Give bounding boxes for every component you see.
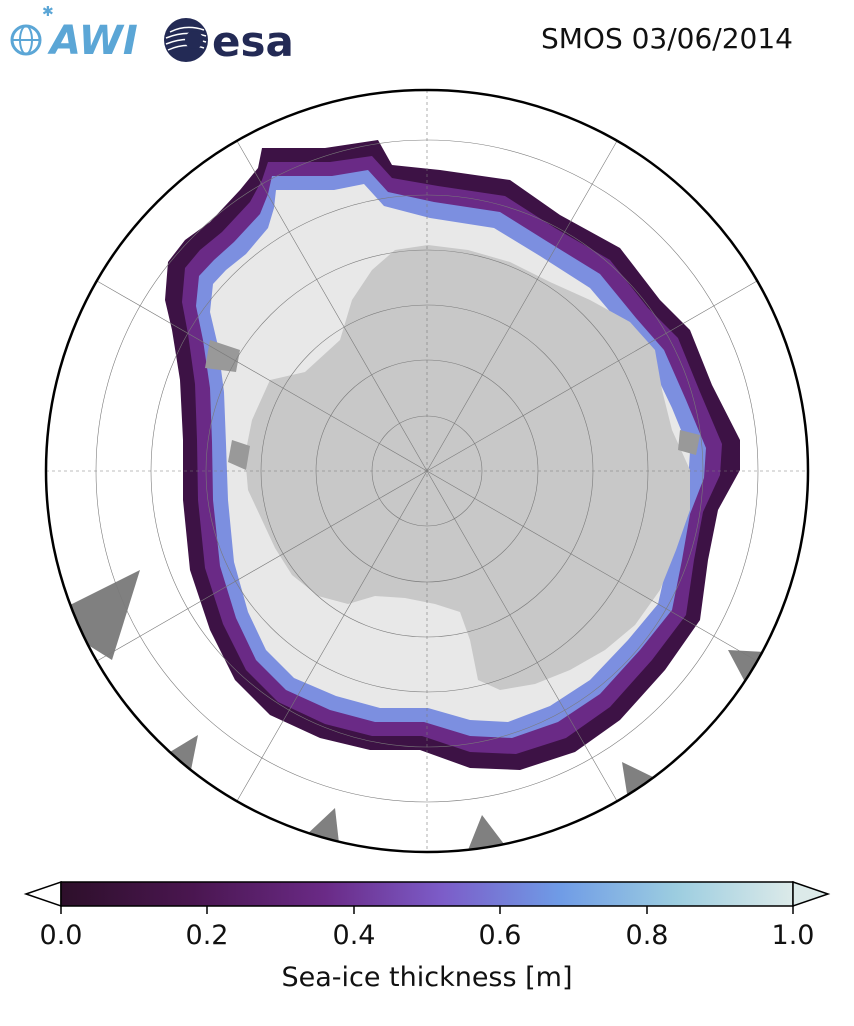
coast-patch: [228, 440, 250, 470]
svg-text:AWI: AWI: [47, 18, 138, 64]
colorbar-tick-label: 0.0: [39, 920, 83, 951]
land-patch: [70, 570, 140, 660]
graticule: [46, 90, 808, 852]
svg-text:esa: esa: [212, 17, 294, 66]
land-patch: [622, 762, 655, 800]
map-title: SMOS 03/06/2014: [540, 22, 793, 55]
coast-patch: [678, 430, 700, 455]
esa-logo: esa: [164, 17, 294, 66]
colorbar-tick-label: 0.4: [332, 920, 376, 951]
colorbar-tick-label: 0.6: [478, 920, 522, 951]
colorbar-tick-label: 1.0: [771, 920, 815, 951]
awi-logo: ✱ AWI: [10, 6, 138, 64]
land-patch: [165, 735, 198, 775]
svg-text:✱: ✱: [42, 6, 54, 20]
colorbar-gradient: [60, 881, 794, 907]
antarctica: [245, 245, 690, 690]
polar-map: [44, 88, 810, 854]
colorbar-label: Sea-ice thickness [m]: [281, 962, 573, 993]
land-patch: [468, 815, 510, 852]
land-patch: [728, 650, 765, 682]
colorbar-tick-label: 0.8: [625, 920, 669, 951]
colorbar-extend-min: [23, 880, 62, 908]
map-boundary: [44, 88, 810, 854]
colorbar-tick-label: 0.2: [185, 920, 229, 951]
colorbar: [23, 880, 831, 914]
logo-bar: ✱ AWI esa: [10, 6, 294, 66]
colorbar-extend-max: [792, 880, 831, 908]
